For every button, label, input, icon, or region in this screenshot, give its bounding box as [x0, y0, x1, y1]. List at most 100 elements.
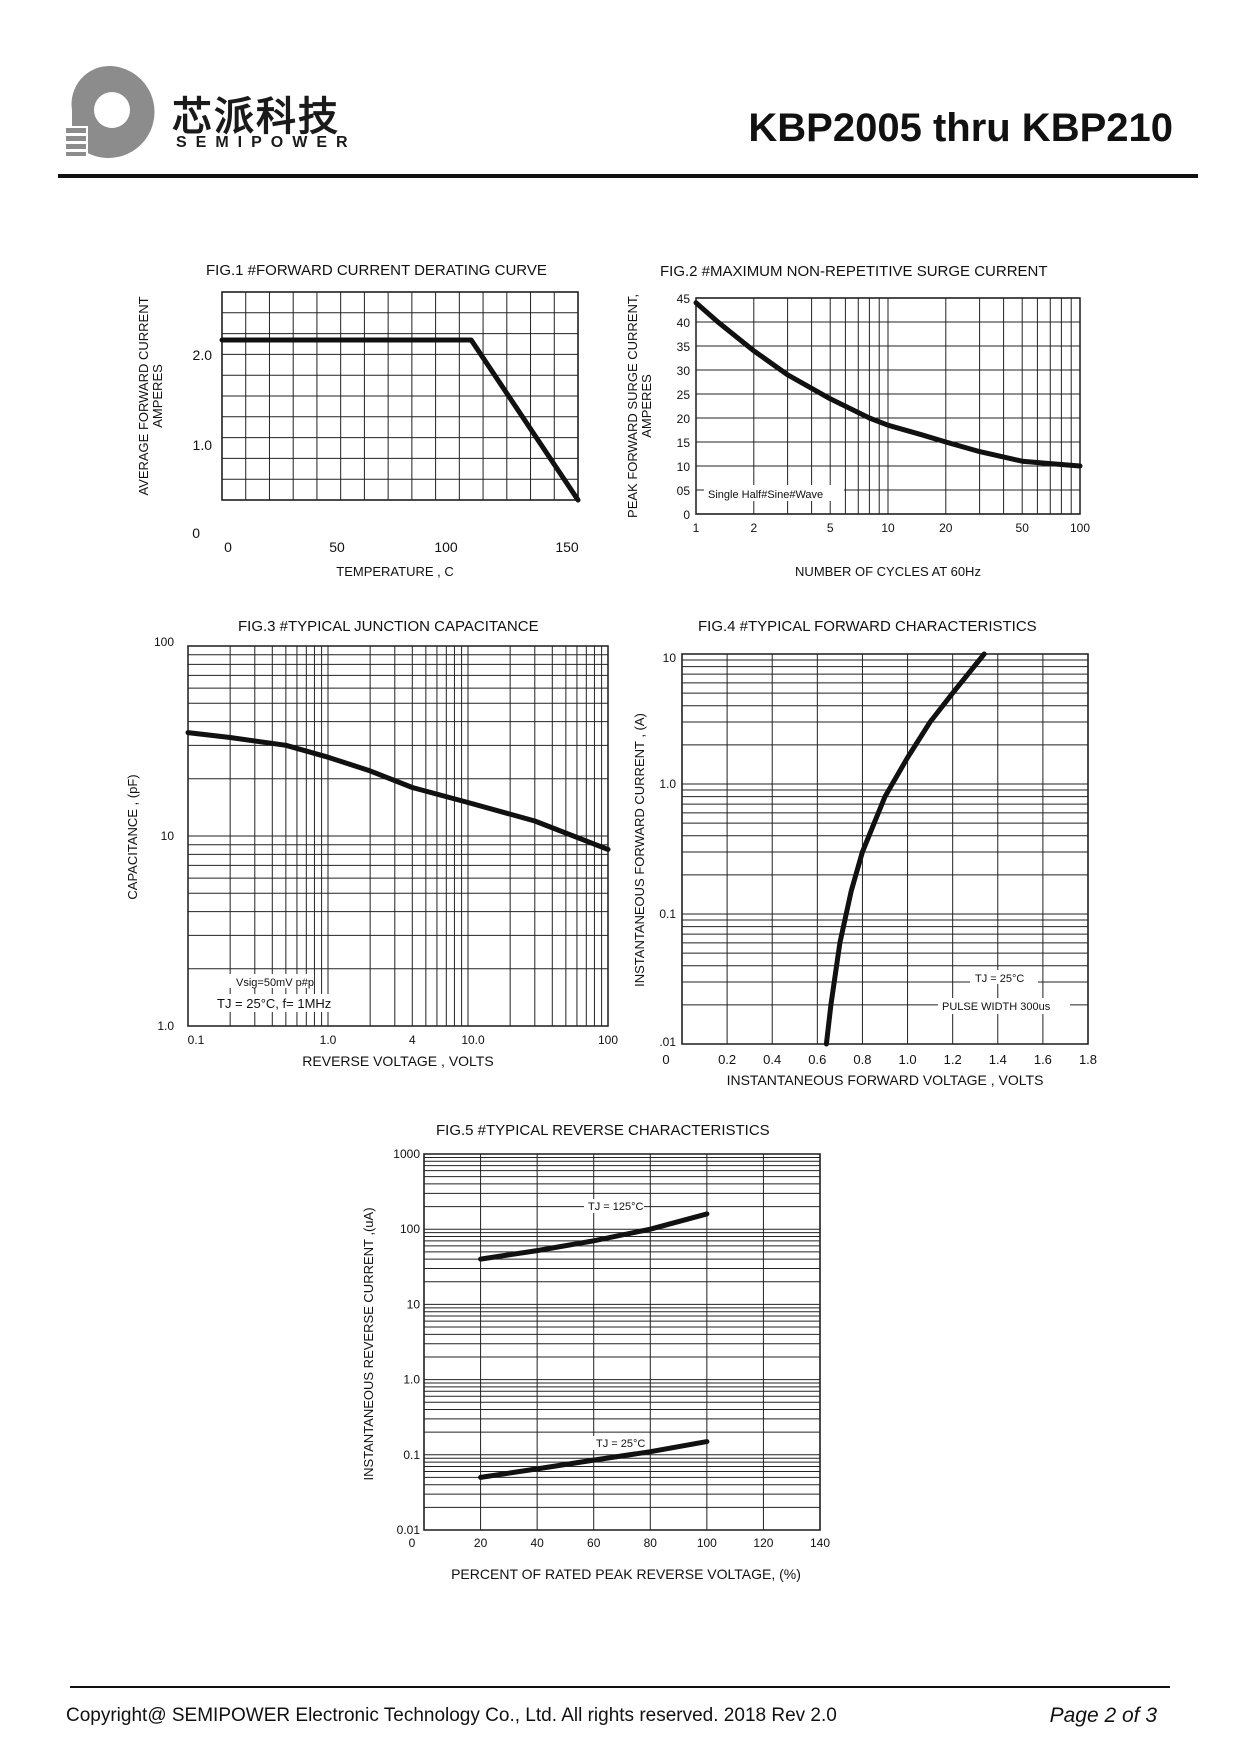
x-axis-label: INSTANTANEOUS FORWARD VOLTAGE , VOLTS: [727, 1072, 1044, 1088]
figure-3-junction-capacitance: FIG.3 #TYPICAL JUNCTION CAPACITANCE CAPA…: [125, 618, 618, 1069]
y-axis-label: INSTANTANEOUS REVERSE CURRENT ,(uA): [361, 1207, 376, 1480]
tick-label: 0: [683, 508, 690, 522]
tick-label: 100: [697, 1536, 717, 1550]
footer-divider: [70, 1686, 1170, 1688]
tick-label: 1.0: [157, 1019, 174, 1033]
chart-title: FIG.4 #TYPICAL FORWARD CHARACTERISTICS: [698, 618, 1037, 635]
tick-label: 100: [154, 635, 174, 649]
y-tick-label: 0: [192, 525, 200, 541]
grid: [695, 298, 1081, 514]
y-axis-label-units: AMPERES: [150, 364, 165, 428]
tick-label: 5: [827, 521, 834, 535]
tick-label: 1: [693, 521, 700, 535]
forward-current-line: [823, 651, 987, 1047]
chart-title: FIG.1 #FORWARD CURRENT DERATING CURVE: [206, 262, 547, 279]
figure-5-reverse-characteristics: FIG.5 #TYPICAL REVERSE CHARACTERISTICS I…: [361, 1122, 831, 1582]
x-tick-label: 50: [329, 539, 345, 555]
tick-label: 1000: [393, 1147, 420, 1161]
annotation-text: Vsig=50mV p#p: [236, 977, 314, 989]
figure-4-forward-characteristics: FIG.4 #TYPICAL FORWARD CHARACTERISTICS I…: [632, 618, 1097, 1088]
tick-label: 100: [598, 1033, 618, 1047]
y-axis-label-units: AMPERES: [639, 374, 654, 438]
tick-label: 60: [587, 1536, 601, 1550]
tick-label: 50: [1016, 521, 1030, 535]
x-tick-labels: 1 2 5 10 20 50 100: [693, 521, 1091, 535]
tick-label: 10: [677, 460, 691, 474]
derating-curve-line: [219, 337, 581, 503]
data-series: [823, 651, 987, 1047]
tick-label: 120: [753, 1536, 773, 1550]
x-axis-label: TEMPERATURE , C: [336, 564, 454, 579]
tick-label: 25: [677, 388, 691, 402]
annotation-box: [970, 970, 1038, 984]
data-series: [693, 300, 1083, 469]
logo-chinese-name: 芯派科技: [172, 94, 340, 140]
tick-label: 0: [409, 1536, 416, 1550]
tick-label: 0: [662, 1052, 669, 1067]
data-series: [219, 337, 581, 503]
y-axis-label: PEAK FORWARD SURGE CURRENT,: [625, 294, 640, 518]
x-tick-labels: 0 20 40 60 80 100 120 140: [409, 1536, 831, 1550]
annotation-text: TJ = 25°C, f= 1MHz: [217, 996, 331, 1011]
tick-label: 30: [677, 364, 691, 378]
annotation-box: [228, 974, 314, 988]
tick-label: 45: [677, 292, 691, 306]
tick-label: 40: [677, 316, 691, 330]
data-series: [185, 730, 611, 852]
tick-label: 1.2: [944, 1052, 962, 1067]
tick-label: 80: [644, 1536, 658, 1550]
tick-label: 140: [810, 1536, 830, 1550]
series-label-box: [584, 1199, 644, 1213]
tick-label: 2: [750, 521, 757, 535]
tick-label: 15: [677, 436, 691, 450]
x-tick-label: 150: [555, 539, 579, 555]
tick-label: 1.0: [899, 1052, 917, 1067]
tick-label: 20: [939, 521, 953, 535]
y-tick-labels: 0 05 10 15 20 25 30 35 40 45: [677, 292, 691, 522]
x-axis-label: REVERSE VOLTAGE , VOLTS: [302, 1053, 493, 1069]
tick-label: 1.0: [320, 1033, 337, 1047]
annotation-box: [938, 998, 1070, 1014]
tick-label: 10: [881, 521, 895, 535]
tick-label: 1.8: [1079, 1052, 1097, 1067]
y-tick-label: 2.0: [193, 347, 213, 363]
chart-title: FIG.2 #MAXIMUM NON-REPETITIVE SURGE CURR…: [660, 263, 1048, 280]
tick-label: 0.1: [659, 907, 676, 921]
x-tick-label: 100: [434, 539, 458, 555]
tick-label: 0.4: [763, 1052, 781, 1067]
header-divider: [58, 174, 1198, 178]
tick-label: 10: [407, 1297, 421, 1311]
y-axis-label: AVERAGE FORWARD CURRENT: [136, 296, 151, 495]
page-number: Page 2 of 3: [1049, 1704, 1157, 1727]
tick-label: 0.8: [853, 1052, 871, 1067]
grid: [222, 292, 578, 500]
tick-label: 100: [1070, 521, 1090, 535]
reverse-current-125c-line: [478, 1211, 710, 1262]
tick-label: 0.01: [397, 1523, 421, 1537]
tick-label: 40: [530, 1536, 544, 1550]
chart-title: FIG.5 #TYPICAL REVERSE CHARACTERISTICS: [436, 1122, 770, 1139]
x-tick-labels: 0 0.2 0.4 0.6 0.8 1.0 1.2 1.4 1.6 1.8: [662, 1052, 1097, 1067]
chart-title: FIG.3 #TYPICAL JUNCTION CAPACITANCE: [238, 618, 539, 635]
x-tick-label: 0: [224, 539, 232, 555]
x-axis-label: NUMBER OF CYCLES AT 60Hz: [795, 564, 981, 579]
document-title: KBP2005 thru KBP210: [748, 106, 1173, 150]
grid: [187, 645, 609, 1027]
tick-label: 0.6: [808, 1052, 826, 1067]
grid: [682, 653, 1088, 1045]
capacitance-line: [185, 730, 611, 852]
tick-label: 4: [409, 1033, 416, 1047]
y-axis-label: CAPACITANCE , (pF): [125, 774, 140, 899]
tick-label: 100: [400, 1222, 420, 1236]
tick-label: 10: [161, 829, 175, 843]
tick-label: 1.0: [403, 1373, 420, 1387]
tick-label: 10.0: [461, 1033, 485, 1047]
tick-label: 1.4: [989, 1052, 1007, 1067]
copyright-text: Copyright@ SEMIPOWER Electronic Technolo…: [66, 1705, 837, 1726]
y-tick-label: 1.0: [193, 437, 213, 453]
y-tick-labels: .01 0.1 1.0 10: [659, 651, 676, 1049]
tick-label: 1.0: [659, 777, 676, 791]
x-axis-label: PERCENT OF RATED PEAK REVERSE VOLTAGE, (…: [451, 1566, 801, 1582]
company-logo: [62, 65, 155, 158]
x-tick-labels: 0.1 1.0 4 10.0 100: [188, 1033, 618, 1047]
